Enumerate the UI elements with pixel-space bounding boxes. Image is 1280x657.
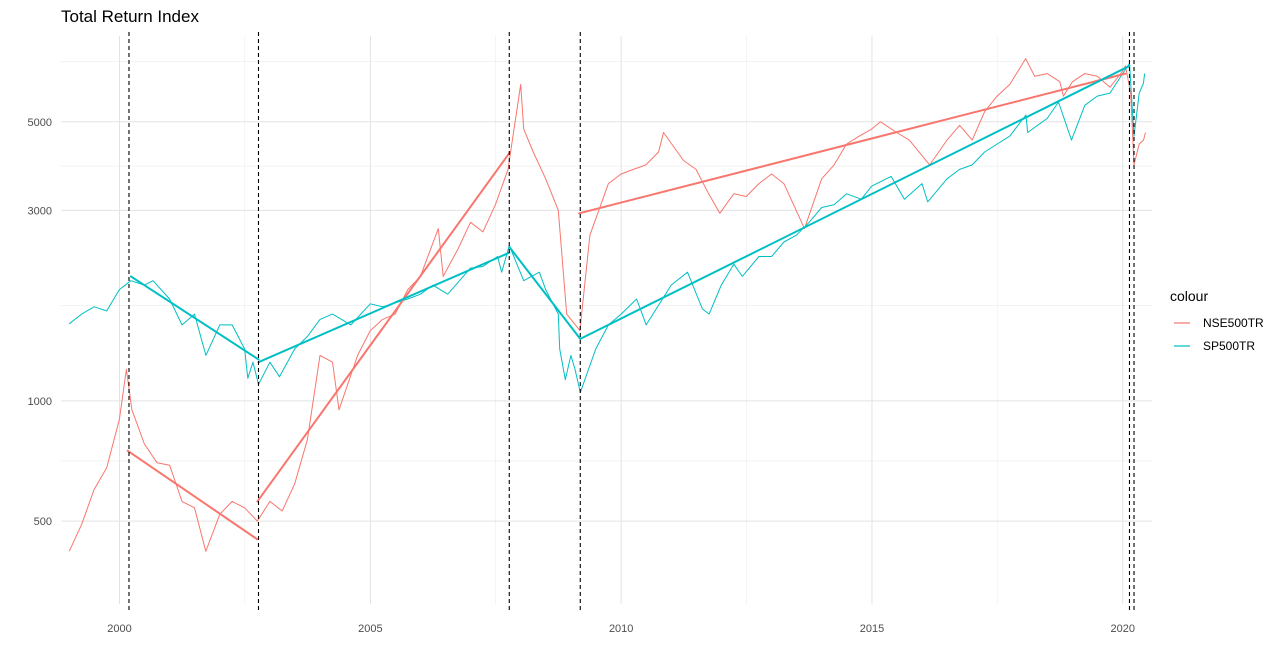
y-tick-label: 5000 <box>28 117 52 129</box>
trend-lines <box>126 64 1131 541</box>
y-axis: 500 1000 3000 5000 <box>28 117 52 528</box>
y-tick-label: 500 <box>34 516 52 528</box>
x-tick-label: 2010 <box>609 623 633 635</box>
legend-label-sp500tr: SP500TR <box>1203 339 1255 353</box>
series-line-sp500tr <box>68 62 1146 393</box>
trend-line-nse500tr <box>126 449 259 541</box>
legend: colour NSE500TR SP500TR <box>1170 288 1264 353</box>
x-tick-label: 2000 <box>107 623 131 635</box>
trend-line-sp500tr <box>579 64 1131 340</box>
legend-item-sp500tr: SP500TR <box>1174 339 1255 353</box>
x-tick-label: 2005 <box>358 623 382 635</box>
legend-label-nse500tr: NSE500TR <box>1203 316 1264 330</box>
series-lines <box>68 58 1146 552</box>
trend-line-nse500tr <box>578 72 1127 215</box>
minor-gridlines <box>61 36 1152 604</box>
trend-line-sp500tr <box>508 245 582 340</box>
legend-item-nse500tr: NSE500TR <box>1174 316 1264 330</box>
x-tick-label: 2020 <box>1111 623 1135 635</box>
series-line-nse500tr <box>68 58 1146 552</box>
trend-line-sp500tr <box>129 275 260 361</box>
trend-line-sp500tr <box>257 251 511 364</box>
x-axis: 2000 2005 2010 2015 2020 <box>107 623 1135 635</box>
trend-line-nse500tr <box>256 151 512 503</box>
legend-title: colour <box>1170 288 1208 304</box>
x-tick-label: 2015 <box>860 623 884 635</box>
major-gridlines <box>61 36 1152 604</box>
chart-title: Total Return Index <box>61 7 199 26</box>
y-tick-label: 1000 <box>28 396 52 408</box>
event-vertical-lines <box>128 32 1135 612</box>
y-tick-label: 3000 <box>28 205 52 217</box>
